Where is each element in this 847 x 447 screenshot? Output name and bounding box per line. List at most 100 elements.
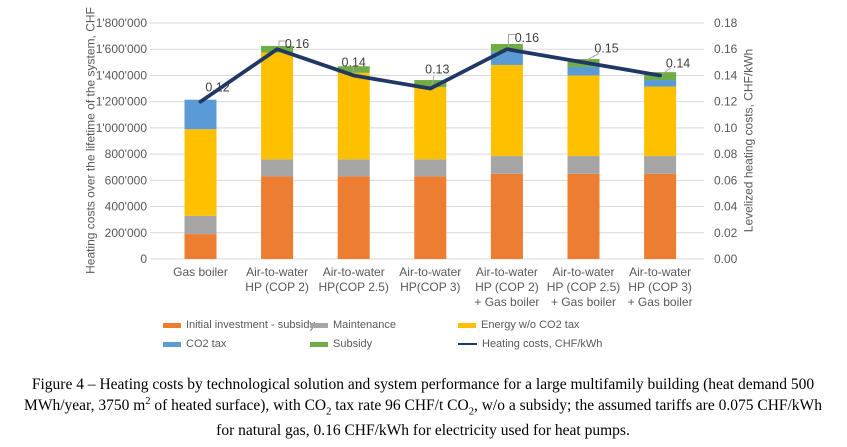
legend-item-energy-w-o-co2-tax: Energy w/o CO2 tax <box>458 318 579 332</box>
heating-costs-chf-kwh-legend-marker <box>458 342 477 346</box>
co2-tax-legend-marker <box>163 341 181 347</box>
bars <box>184 43 677 259</box>
legend-label: CO2 tax <box>186 338 227 350</box>
caption-text: , w/o a subsidy; the assumed tariffs are… <box>216 397 822 439</box>
line-data-label: 0.14 <box>666 56 690 70</box>
segment-co2-tax <box>567 66 600 76</box>
energy-w-o-co2-tax-legend-marker <box>458 322 476 328</box>
caption-text: 2 <box>145 396 151 408</box>
bar-gas-boiler <box>184 99 217 259</box>
line-data-label: 0.16 <box>285 37 309 51</box>
right-tick-label: 0.10 <box>714 121 738 135</box>
segment-maintenance <box>644 156 677 174</box>
bar-air-to-water-hp-cop-3-gas-boiler <box>644 72 677 259</box>
subsidy-legend-marker <box>310 341 328 347</box>
leader-line <box>431 75 435 88</box>
segment-co2-tax <box>644 80 677 87</box>
line-data-label: 0.16 <box>515 31 539 45</box>
left-tick-label: 400'000 <box>105 200 148 214</box>
left-tick-label: 200'000 <box>105 226 148 240</box>
maintenance-legend-marker <box>310 322 328 328</box>
segment-energy-w-o-co2-tax <box>567 75 600 157</box>
right-tick-label: 0.12 <box>714 95 738 109</box>
right-tick-label: 0.04 <box>714 200 738 214</box>
segment-initial-investment-subsidy <box>261 176 294 259</box>
legend-item-maintenance: Maintenance <box>310 318 396 332</box>
bar-air-to-water-hp-cop-2-5-gas-boiler <box>567 59 600 259</box>
line-data-label: 0.13 <box>425 63 449 77</box>
left-tick-label: 1'800'000 <box>96 16 148 30</box>
right-tick-label: 0.18 <box>714 16 738 30</box>
left-axis-ticks: 1'800'000 1'600'000 1'400'000 1'200'000 1'00… <box>96 16 148 266</box>
left-tick-label: 1'200'000 <box>96 95 148 109</box>
right-tick-label: 0.14 <box>714 68 738 82</box>
leader-line <box>585 53 600 61</box>
segment-maintenance <box>490 156 523 174</box>
heating-costs-line <box>198 47 662 104</box>
segment-energy-w-o-co2-tax <box>414 87 447 160</box>
caption-text: Figure 4 – Heating costs by technologica… <box>24 376 815 415</box>
left-tick-label: 1'600'000 <box>96 42 148 56</box>
x-axis-labels: Gas boiler Air-to-water HP (COP 2) Air-to-w… <box>173 265 692 309</box>
leader-line <box>508 34 516 47</box>
left-tick-label: 600'000 <box>105 173 148 187</box>
caption-text: 2 <box>326 406 332 418</box>
legend-label: Maintenance <box>333 319 396 331</box>
right-axis-title: Levelized heating costs, CHF/kWh <box>741 48 756 233</box>
legend-item-initial-investment-subsidy: Initial investment - subsidy <box>163 318 315 332</box>
segment-energy-w-o-co2-tax <box>261 52 294 160</box>
leader-line <box>352 66 355 75</box>
bar-air-to-water-hp-cop-2-gas-boiler <box>490 43 523 259</box>
segment-maintenance <box>414 159 447 177</box>
caption-text: tax rate 96 CHF/t CO <box>331 397 469 415</box>
segment-initial-investment-subsidy <box>414 176 447 259</box>
left-tick-label: 1'000'000 <box>96 121 148 135</box>
leader-line <box>278 40 287 48</box>
figure-caption: Figure 4 – Heating costs by technologica… <box>17 374 829 441</box>
segment-initial-investment-subsidy <box>184 234 217 259</box>
legend-label: Initial investment - subsidy <box>186 319 315 331</box>
segment-maintenance <box>567 156 600 174</box>
category-label: Air-to-water HP (COP 3) + Gas boiler <box>628 265 693 309</box>
category-label: Air-to-water HP(COP 2.5) <box>318 265 388 294</box>
segment-energy-w-o-co2-tax <box>184 129 217 216</box>
left-tick-label: 1'400'000 <box>96 68 148 82</box>
segment-maintenance <box>261 159 294 177</box>
left-tick-label: 800'000 <box>105 147 148 161</box>
line-data-label: 0.14 <box>342 55 366 69</box>
legend-item-co2-tax: CO2 tax <box>163 337 226 351</box>
segment-co2-tax <box>184 99 217 130</box>
category-label: Gas boiler <box>173 265 228 279</box>
bar-air-to-water-hp-cop-2-5 <box>337 66 370 259</box>
left-axis-title: Heating costs over the lifetime of the s… <box>83 7 98 274</box>
segment-maintenance <box>337 159 370 177</box>
segment-energy-w-o-co2-tax <box>337 72 370 160</box>
caption-text: 2 <box>468 406 474 418</box>
segment-energy-w-o-co2-tax <box>644 86 677 157</box>
left-tick-label: 0 <box>140 252 147 266</box>
segment-initial-investment-subsidy <box>567 173 600 259</box>
segment-initial-investment-subsidy <box>337 176 370 259</box>
segment-subsidy <box>414 80 447 88</box>
legend-label: Heating costs, CHF/kWh <box>482 338 603 350</box>
bar-air-to-water-hp-cop-3 <box>414 80 447 259</box>
data-label-leaders <box>278 34 672 88</box>
segment-initial-investment-subsidy <box>490 173 523 259</box>
segment-initial-investment-subsidy <box>644 173 677 259</box>
line-data-label: 0.15 <box>594 41 618 55</box>
initial-investment-subsidy-legend-marker <box>163 322 181 328</box>
bar-air-to-water-hp-cop-2 <box>261 45 294 259</box>
right-axis-ticks: 0.18 0.16 0.14 0.12 0.10 0.08 0.06 0.04 0.02 0.00 <box>714 16 738 266</box>
category-label: Air-to-water HP(COP 3) <box>399 265 461 294</box>
right-tick-label: 0.16 <box>714 42 738 56</box>
category-label: Air-to-water HP (COP 2.5) + Gas boiler <box>547 265 621 309</box>
right-tick-label: 0.00 <box>714 252 738 266</box>
right-tick-label: 0.08 <box>714 147 738 161</box>
line-data-labels: 0.120.160.140.130.160.150.14 <box>205 31 690 94</box>
category-label: Air-to-water HP (COP 2) <box>245 265 309 294</box>
right-tick-label: 0.02 <box>714 226 738 240</box>
leader-line <box>661 67 672 75</box>
legend-item-heating-costs-chf-kwh: Heating costs, CHF/kWh <box>458 337 602 351</box>
segment-energy-w-o-co2-tax <box>490 64 523 157</box>
